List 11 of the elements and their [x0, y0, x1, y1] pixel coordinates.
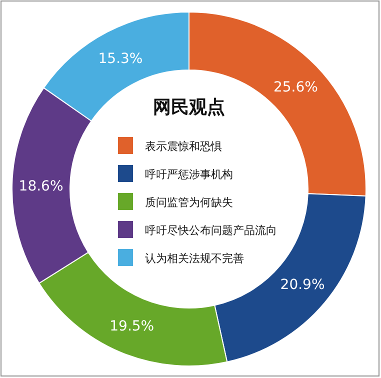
legend-label: 认为相关法规不完善: [145, 252, 244, 265]
legend-label: 呼吁尽快公布问题产品流向: [145, 224, 277, 237]
legend-label: 质问监管为何缺失: [145, 196, 233, 209]
legend-label: 表示震惊和恐惧: [145, 140, 222, 153]
data-label: 19.5%: [110, 318, 154, 335]
data-label: 18.6%: [18, 178, 64, 195]
data-label: 15.3%: [98, 50, 143, 67]
data-label: 25.6%: [273, 79, 318, 96]
data-label: 20.9%: [280, 276, 325, 293]
legend-label: 呼吁严惩涉事机构: [145, 168, 233, 181]
legend-title: 网民观点: [153, 97, 225, 118]
